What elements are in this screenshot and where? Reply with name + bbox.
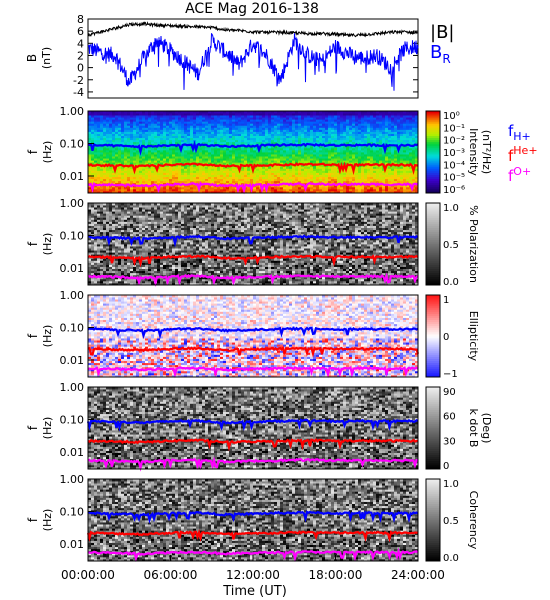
freq-tick-label: 0.10 [60,138,85,151]
colorbar-tick-label: 10⁻¹ [443,123,465,134]
colorbar-tick-label: 10⁰ [443,111,460,122]
freq-tick-label: 1.00 [60,105,85,118]
legend-radial-b: BR [430,42,451,66]
b-axis-unit-text: (nT) [40,47,53,69]
b-ytick-label: 4 [77,37,84,50]
b-axis-label: B [25,54,39,62]
colorbar-tick-label: 10⁻⁶ [443,185,465,196]
colorbar: 10⁰10⁻¹ 10⁻²10⁻³10⁻⁴ 10⁻⁵10⁻⁶Intensity (nT²… [426,111,493,196]
b-ytick-label: 6 [77,25,84,38]
b-axis-unit: (nT) [40,47,53,69]
b-ytick-label: 8 [77,13,84,26]
freq-axis-unit: (Hz) [41,141,54,164]
spectrogram-cells [88,111,418,193]
colorbar-tick-label: 10⁻² [443,136,465,147]
colorbar-label: Intensity [467,128,480,176]
colorbar-tick-label: 10⁻⁵ [443,173,465,184]
colorbar-unit: (nT²/Hz) [480,130,493,174]
freq-axis-label: f [26,149,40,154]
colorbar-tick-label: 10⁻³ [443,148,465,159]
series-radial-b-line [88,33,418,90]
b-ytick-label: 2 [77,49,84,62]
b-ytick-label: -2 [73,74,84,87]
b-ytick-label: -4 [73,86,84,99]
spectrogram-panel-2: 1.000.100.01f (Hz)1.00.50.0% Polarization [26,197,480,288]
legend-radial-b-sub: R [442,52,450,66]
spectrogram-cells [88,203,418,285]
b-ytick-label: 0 [77,62,84,75]
b-axis-label-text: B [25,54,39,62]
legend-total-b: |B| [430,22,454,43]
legend-radial-b-main: B [430,42,442,63]
colorbar-tick-label: 10⁻⁴ [443,160,465,171]
freq-tick-label: 0.01 [60,170,85,183]
figure-title: ACE Mag 2016-138 [185,1,319,17]
series-total-b-line [88,23,418,37]
